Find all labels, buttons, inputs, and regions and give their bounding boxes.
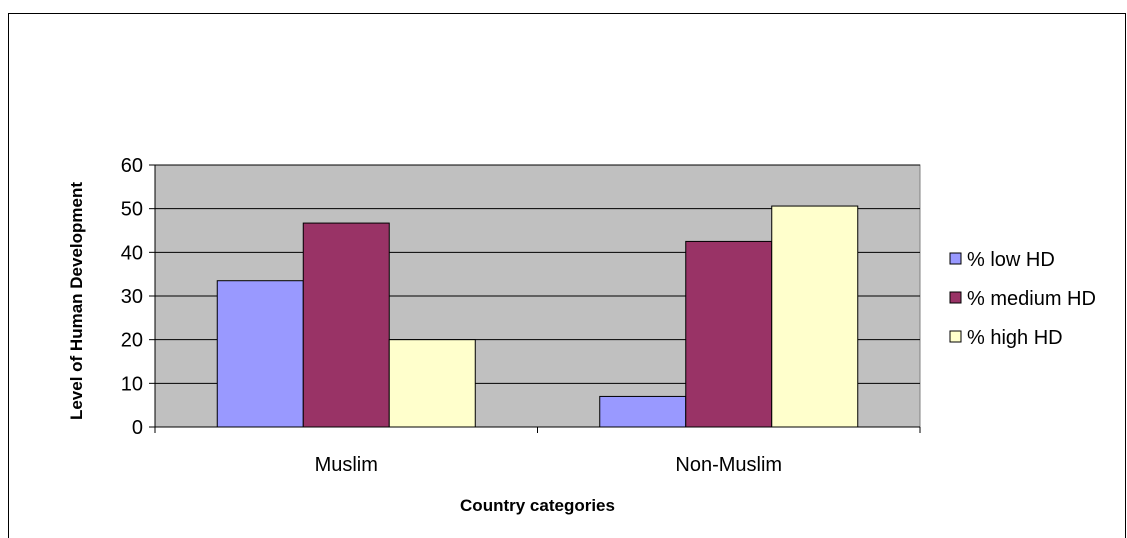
bar-medium-hd-muslim: [302, 222, 390, 428]
y-tick-label: 10: [121, 373, 143, 395]
y-tick-label: 20: [121, 330, 143, 352]
y-tick-label: 40: [121, 242, 143, 264]
legend-label: % medium HD: [967, 288, 1096, 310]
x-axis-title: Country categories: [460, 496, 615, 515]
y-tick-label: 30: [121, 286, 143, 308]
legend-swatch: [949, 252, 962, 265]
y-tick-labels: 0 10 20 30 40 50 60: [121, 155, 143, 439]
bar-low-hd-non-muslim: [599, 395, 687, 428]
x-tick-label: Muslim: [315, 454, 378, 476]
legend: % low HD % medium HD % high HD: [949, 249, 1096, 349]
y-axis-title: Level of Human Development: [67, 182, 86, 420]
bar-low-hd-muslim: [216, 280, 304, 428]
y-tick-label: 60: [121, 155, 143, 177]
legend-swatch: [949, 291, 962, 304]
axes: [149, 164, 921, 433]
bar-high-hd-non-muslim: [771, 205, 859, 428]
y-tick-label: 50: [121, 199, 143, 221]
legend-label: % low HD: [967, 249, 1055, 271]
bar-high-hd-muslim: [388, 339, 476, 428]
y-tick-label: 0: [132, 417, 143, 439]
bar-medium-hd-non-muslim: [685, 240, 773, 428]
legend-label: % high HD: [967, 327, 1063, 349]
legend-swatch: [949, 330, 962, 343]
x-tick-labels: Muslim Non-Muslim: [315, 454, 783, 476]
chart-frame: [8, 13, 1126, 538]
x-tick-label: Non-Muslim: [675, 454, 782, 476]
bars: [216, 205, 859, 428]
